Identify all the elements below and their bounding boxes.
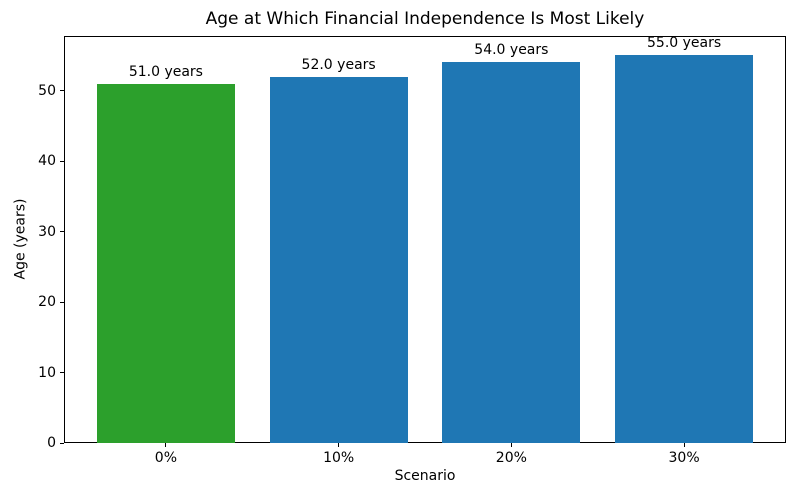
y-tick-mark <box>60 90 64 92</box>
x-tick-label: 30% <box>668 450 700 466</box>
y-tick-mark <box>60 301 64 303</box>
y-tick-mark <box>60 160 64 162</box>
y-tick-label: 20 <box>38 294 56 311</box>
y-tick-label: 10 <box>38 364 56 381</box>
bar <box>96 83 235 443</box>
x-tick-mark <box>165 443 167 447</box>
y-tick-label: 0 <box>47 435 56 451</box>
y-tick-label: 50 <box>38 82 56 99</box>
bar-value-label: 51.0 years <box>128 63 203 80</box>
y-tick-label: 30 <box>38 223 56 240</box>
x-tick-mark <box>683 443 685 447</box>
bar <box>269 76 408 443</box>
chart-area: 51.0 years 0% 52.0 years 10% 54.0 years 20% 55… <box>38 35 786 466</box>
bar-value-label: 54.0 years <box>474 42 549 59</box>
x-tick-label: 0% <box>154 450 178 466</box>
y-tick-mark <box>60 372 64 374</box>
bar <box>615 55 754 443</box>
y-tick-mark <box>60 442 64 444</box>
y-tick-mark <box>60 231 64 233</box>
y-tick-label: 40 <box>38 153 56 170</box>
x-tick-label: 20% <box>495 450 527 466</box>
x-axis-label: Scenario <box>394 468 456 484</box>
x-tick-mark <box>510 443 512 447</box>
x-tick-mark <box>338 443 340 447</box>
chart-title: Age at Which Financial Independence Is M… <box>205 9 645 29</box>
bar <box>442 62 581 443</box>
bar-value-label: 55.0 years <box>647 35 722 52</box>
bar-value-label: 52.0 years <box>301 56 376 73</box>
x-tick-label: 10% <box>323 450 355 466</box>
